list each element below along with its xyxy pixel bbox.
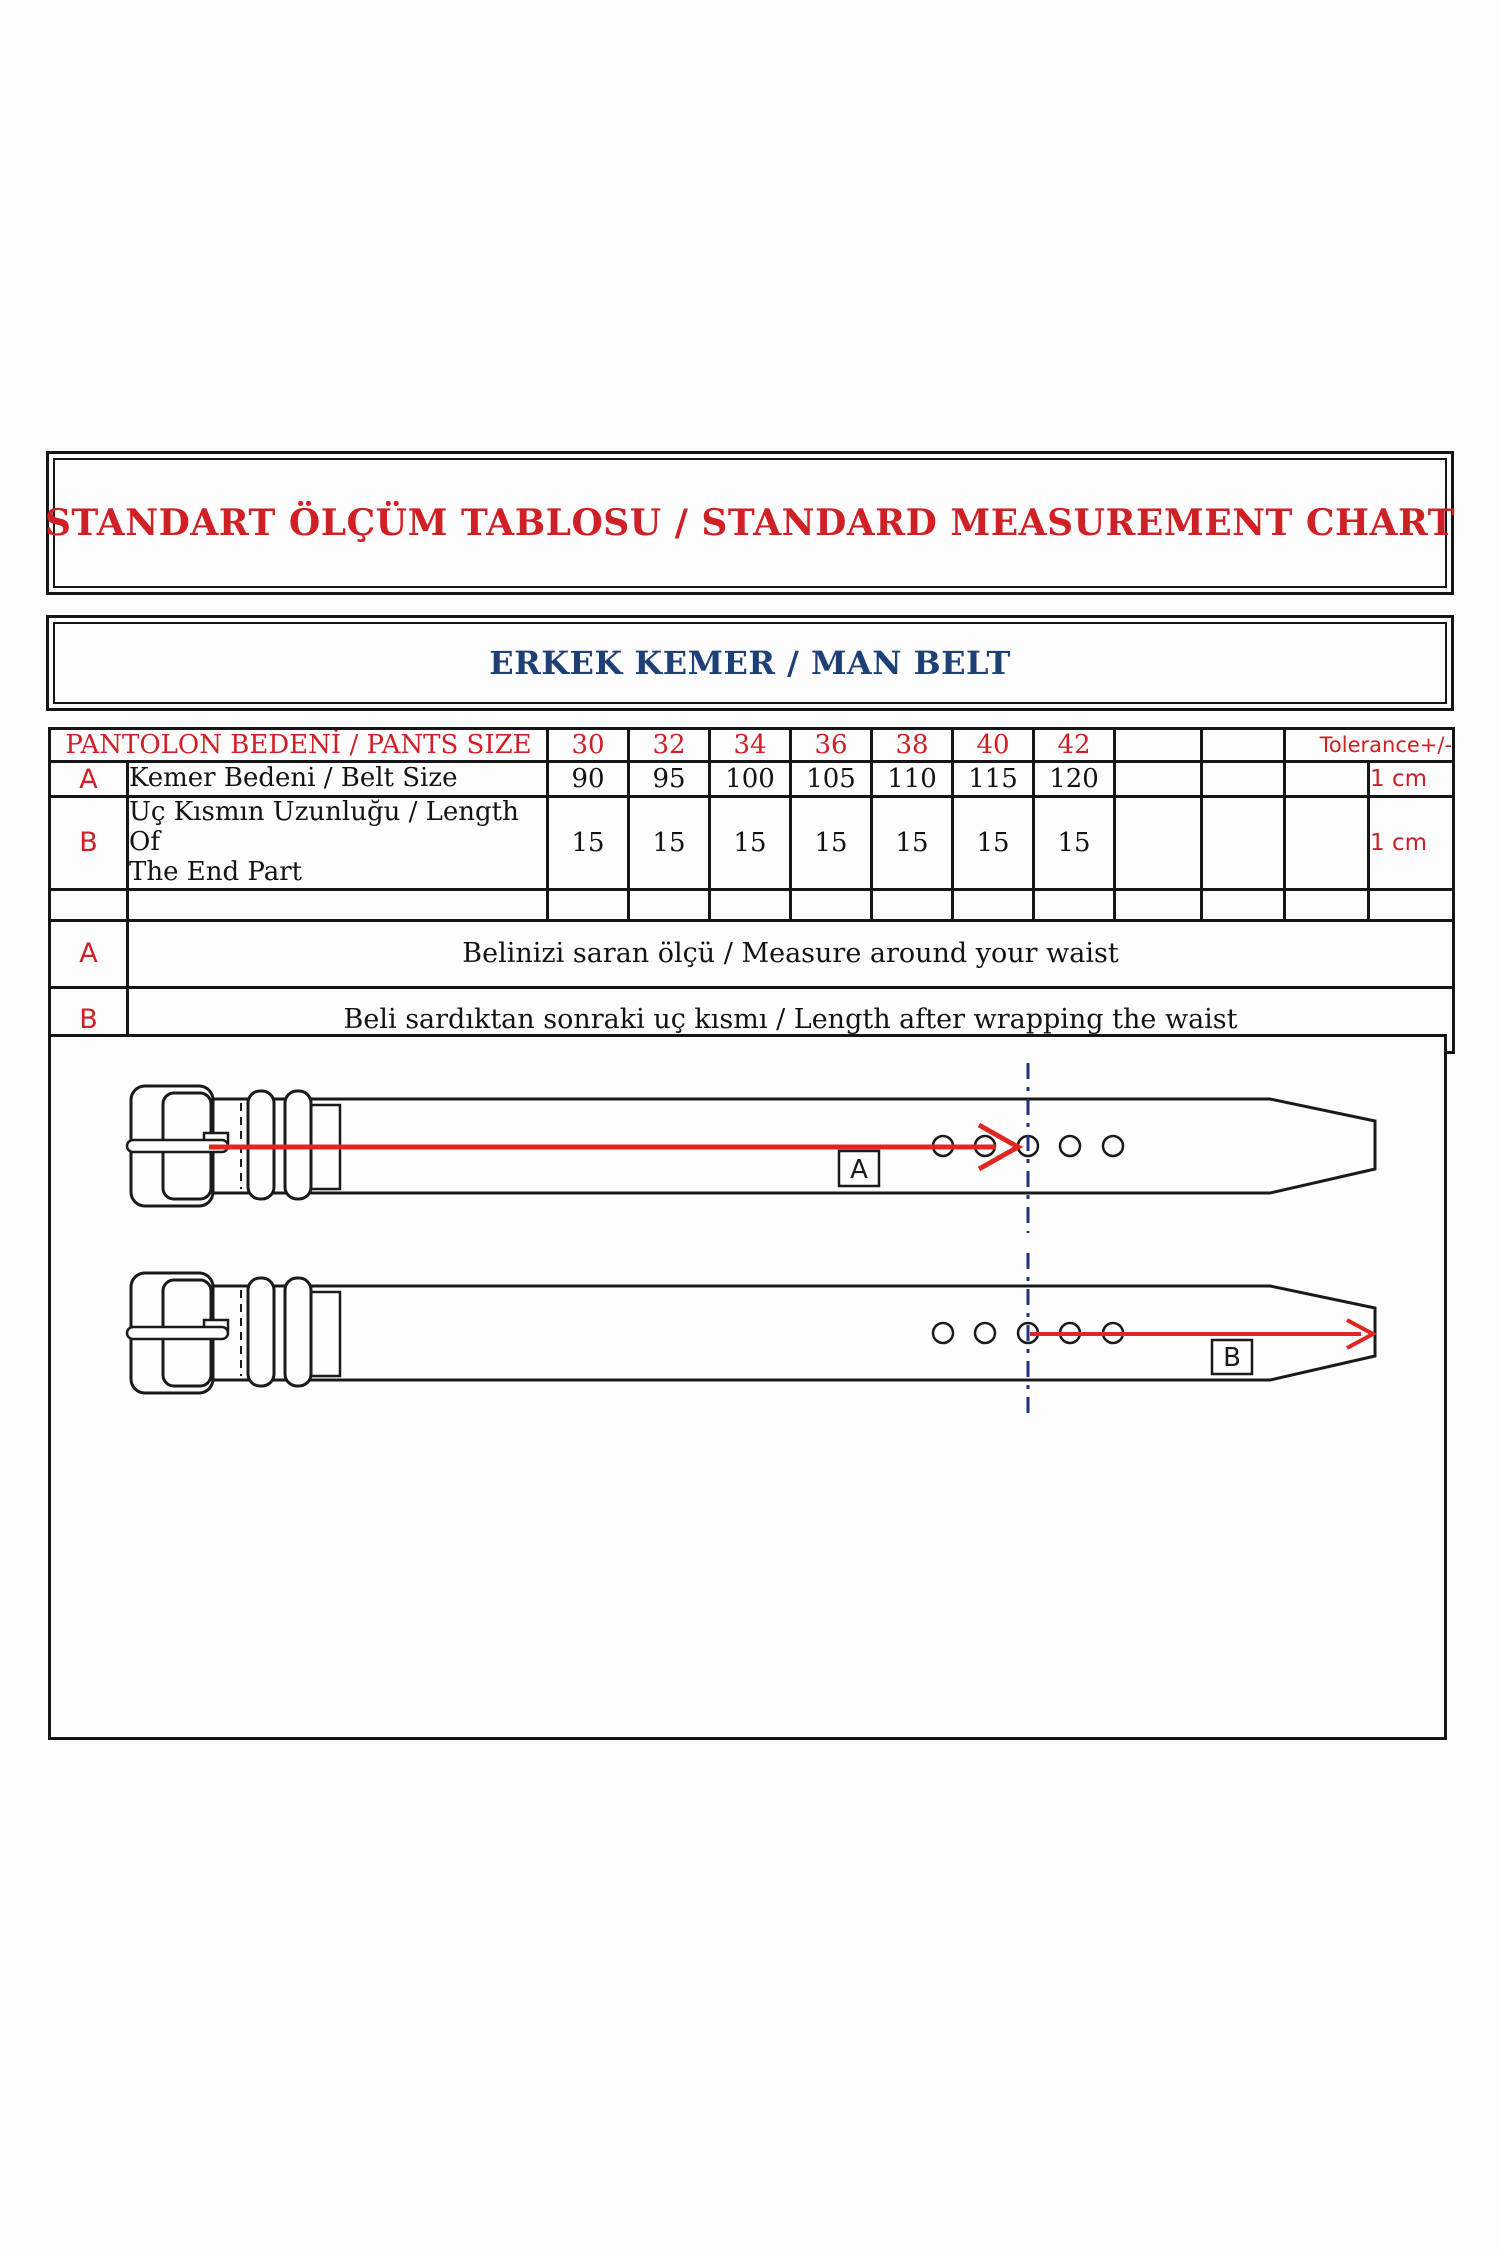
empty-cell: [1200, 727, 1287, 763]
row-key-a: A: [48, 760, 129, 798]
empty-cell: [1283, 760, 1371, 798]
empty-cell: [1200, 760, 1287, 798]
empty-cell: [789, 887, 874, 922]
tolerance-value-b: 1 cm: [1367, 795, 1456, 891]
empty-cell: [48, 887, 129, 922]
empty-cell: [951, 887, 1036, 922]
size-col-header: 38: [870, 727, 955, 763]
empty-cell: [627, 887, 712, 922]
belt-size-value: 115: [951, 760, 1036, 798]
empty-cell: [546, 887, 631, 922]
note-key-a: A: [48, 918, 129, 989]
empty-cell: [708, 887, 793, 922]
product-subtitle: ERKEK KEMER / MAN BELT: [489, 644, 1011, 682]
size-col-header: 42: [1032, 727, 1117, 763]
belt-size-label: Kemer Bedeni / Belt Size: [125, 760, 550, 798]
title-frame-outer: STANDART ÖLÇÜM TABLOSU / STANDARD MEASUR…: [45, 451, 1455, 595]
belt-size-value: 110: [870, 760, 955, 798]
belt-size-row: A Kemer Bedeni / Belt Size 90 95 100 105…: [48, 760, 1456, 798]
note-text-a: Belinizi saran ölçü / Measure around you…: [125, 918, 1456, 989]
end-part-value: 15: [951, 795, 1036, 891]
size-col-header: 30: [546, 727, 631, 763]
empty-cell: [1113, 727, 1204, 763]
belt-size-value: 90: [546, 760, 631, 798]
empty-cell: [1200, 887, 1287, 922]
end-part-value: 15: [789, 795, 874, 891]
title-banner: STANDART ÖLÇÜM TABLOSU / STANDARD MEASUR…: [45, 451, 1455, 595]
label-a-text: A: [850, 1155, 868, 1185]
size-col-header: 32: [627, 727, 712, 763]
empty-cell: [1283, 887, 1371, 922]
belt-size-value: 120: [1032, 760, 1117, 798]
measurement-table: PANTOLON BEDENİ / PANTS SIZE 30 32 34 36…: [47, 727, 1456, 1054]
empty-cell: [1200, 795, 1287, 891]
belt-size-value: 100: [708, 760, 793, 798]
empty-cell: [1367, 887, 1456, 922]
title-frame-inner: STANDART ÖLÇÜM TABLOSU / STANDARD MEASUR…: [45, 458, 1455, 588]
page-title: STANDART ÖLÇÜM TABLOSU / STANDARD MEASUR…: [44, 502, 1456, 544]
end-part-value: 15: [708, 795, 793, 891]
label-a-box: [837, 1149, 881, 1188]
empty-cell: [1113, 795, 1204, 891]
belt-size-value: 105: [789, 760, 874, 798]
belt-diagram: A B: [125, 1063, 1378, 1420]
empty-cell: [1113, 887, 1204, 922]
label-b-text: B: [1223, 1343, 1241, 1373]
tolerance-value-a: 1 cm: [1367, 760, 1456, 798]
row-key-b: B: [48, 795, 129, 891]
belt-size-value: 95: [627, 760, 712, 798]
note-row-a: A Belinizi saran ölçü / Measure around y…: [48, 918, 1456, 989]
label-b-box: [1210, 1338, 1254, 1376]
size-col-header: 36: [789, 727, 874, 763]
end-part-value: 15: [546, 795, 631, 891]
spacer-row: [48, 887, 1456, 922]
end-part-row: B Uç Kısmın Uzunluğu / Length Of The End…: [48, 795, 1456, 891]
table-header-row: PANTOLON BEDENİ / PANTS SIZE 30 32 34 36…: [47, 727, 1456, 763]
subtitle-banner: ERKEK KEMER / MAN BELT: [46, 615, 1454, 711]
subtitle-frame-outer: ERKEK KEMER / MAN BELT: [46, 615, 1454, 711]
empty-cell: [870, 887, 955, 922]
pants-size-header: PANTOLON BEDENİ / PANTS SIZE: [47, 727, 550, 763]
tolerance-header: Tolerance+/-: [1283, 727, 1456, 763]
empty-cell: [1032, 887, 1117, 922]
measure-b-arrowhead: [1346, 1318, 1378, 1350]
size-col-header: 40: [951, 727, 1036, 763]
end-part-value: 15: [627, 795, 712, 891]
measure-a-arrowhead: [977, 1122, 1024, 1172]
size-col-header: 34: [708, 727, 793, 763]
end-part-label: Uç Kısmın Uzunluğu / Length Of The End P…: [125, 795, 550, 891]
end-part-value: 15: [870, 795, 955, 891]
subtitle-frame-inner: ERKEK KEMER / MAN BELT: [53, 622, 1447, 704]
empty-cell: [1283, 795, 1371, 891]
end-part-value: 15: [1032, 795, 1117, 891]
empty-cell: [1113, 760, 1204, 798]
belt-diagram-box: A B: [48, 1034, 1447, 1740]
empty-cell: [125, 887, 550, 922]
